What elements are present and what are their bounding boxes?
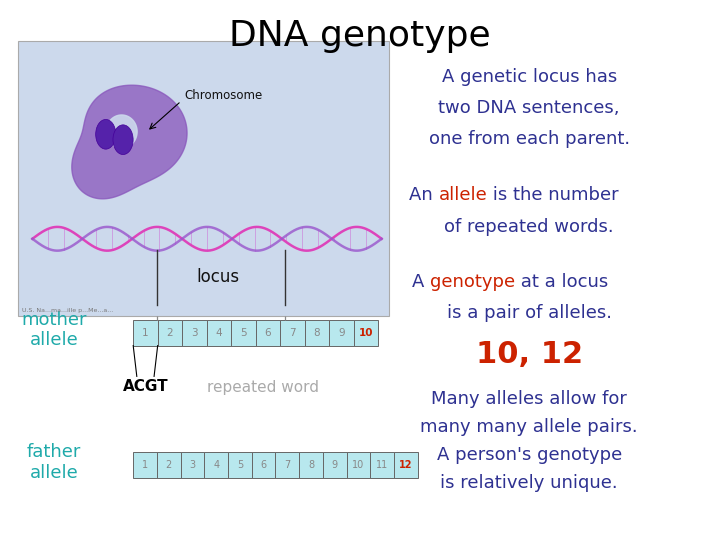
Text: 2: 2 bbox=[166, 328, 174, 338]
Text: Many alleles allow for: Many alleles allow for bbox=[431, 390, 627, 408]
Text: 10: 10 bbox=[352, 460, 364, 470]
Bar bbox=[18, 40, 389, 316]
Bar bbox=[228, 452, 252, 478]
Bar bbox=[329, 320, 354, 346]
Text: father
allele: father allele bbox=[27, 443, 81, 482]
Ellipse shape bbox=[96, 119, 116, 149]
Bar bbox=[323, 452, 346, 478]
Text: genotype: genotype bbox=[430, 273, 515, 291]
Text: 11: 11 bbox=[376, 460, 388, 470]
Text: 3: 3 bbox=[189, 460, 196, 470]
Text: 6: 6 bbox=[264, 328, 271, 338]
Text: repeated word: repeated word bbox=[207, 380, 319, 395]
Text: A person's genotype: A person's genotype bbox=[436, 446, 622, 464]
Text: is a pair of alleles.: is a pair of alleles. bbox=[446, 304, 612, 322]
Text: ACGT: ACGT bbox=[122, 379, 168, 394]
Text: is the number: is the number bbox=[487, 186, 618, 204]
Text: 6: 6 bbox=[261, 460, 266, 470]
Text: 2: 2 bbox=[166, 460, 172, 470]
Text: many many allele pairs.: many many allele pairs. bbox=[420, 418, 638, 436]
Ellipse shape bbox=[113, 125, 133, 154]
Bar bbox=[182, 320, 207, 346]
Text: mother
allele: mother allele bbox=[22, 310, 86, 349]
Text: 5: 5 bbox=[237, 460, 243, 470]
Bar bbox=[133, 320, 158, 346]
Text: allele: allele bbox=[438, 186, 487, 204]
Bar bbox=[231, 320, 256, 346]
Text: 9: 9 bbox=[338, 328, 345, 338]
Polygon shape bbox=[106, 115, 137, 148]
Polygon shape bbox=[72, 85, 187, 199]
Bar bbox=[133, 452, 157, 478]
Text: two DNA sentences,: two DNA sentences, bbox=[438, 99, 620, 117]
Text: locus: locus bbox=[197, 268, 240, 286]
Text: 9: 9 bbox=[332, 460, 338, 470]
Text: 4: 4 bbox=[215, 328, 222, 338]
Text: An: An bbox=[409, 186, 438, 204]
Text: DNA genotype: DNA genotype bbox=[229, 19, 491, 53]
Text: at a locus: at a locus bbox=[515, 273, 608, 291]
Text: 8: 8 bbox=[313, 328, 320, 338]
Text: 10: 10 bbox=[359, 328, 373, 338]
Text: 4: 4 bbox=[213, 460, 219, 470]
Text: A genetic locus has: A genetic locus has bbox=[441, 68, 617, 85]
Bar bbox=[204, 452, 228, 478]
Text: 8: 8 bbox=[308, 460, 314, 470]
Text: 7: 7 bbox=[284, 460, 290, 470]
Text: 5: 5 bbox=[240, 328, 247, 338]
Bar bbox=[158, 320, 182, 346]
Text: 1: 1 bbox=[142, 460, 148, 470]
Text: 1: 1 bbox=[142, 328, 149, 338]
Text: 10, 12: 10, 12 bbox=[476, 340, 582, 369]
Text: A: A bbox=[412, 273, 430, 291]
Bar bbox=[256, 320, 280, 346]
Bar bbox=[354, 320, 378, 346]
Bar bbox=[394, 452, 418, 478]
Text: 12: 12 bbox=[399, 460, 413, 470]
Bar bbox=[252, 452, 275, 478]
Text: is relatively unique.: is relatively unique. bbox=[441, 474, 618, 492]
Text: Chromosome: Chromosome bbox=[185, 89, 263, 102]
Bar bbox=[299, 452, 323, 478]
Text: of repeated words.: of repeated words. bbox=[444, 218, 614, 235]
Bar bbox=[181, 452, 204, 478]
Bar bbox=[370, 452, 394, 478]
Text: one from each parent.: one from each parent. bbox=[428, 130, 630, 148]
Bar bbox=[280, 320, 305, 346]
Bar bbox=[157, 452, 181, 478]
Bar bbox=[305, 320, 329, 346]
Bar bbox=[207, 320, 231, 346]
Bar bbox=[275, 452, 299, 478]
Text: U.S. Na...ma...ille p...Me...a...: U.S. Na...ma...ille p...Me...a... bbox=[22, 308, 113, 313]
Text: 7: 7 bbox=[289, 328, 296, 338]
Text: 3: 3 bbox=[191, 328, 198, 338]
Bar bbox=[346, 452, 370, 478]
